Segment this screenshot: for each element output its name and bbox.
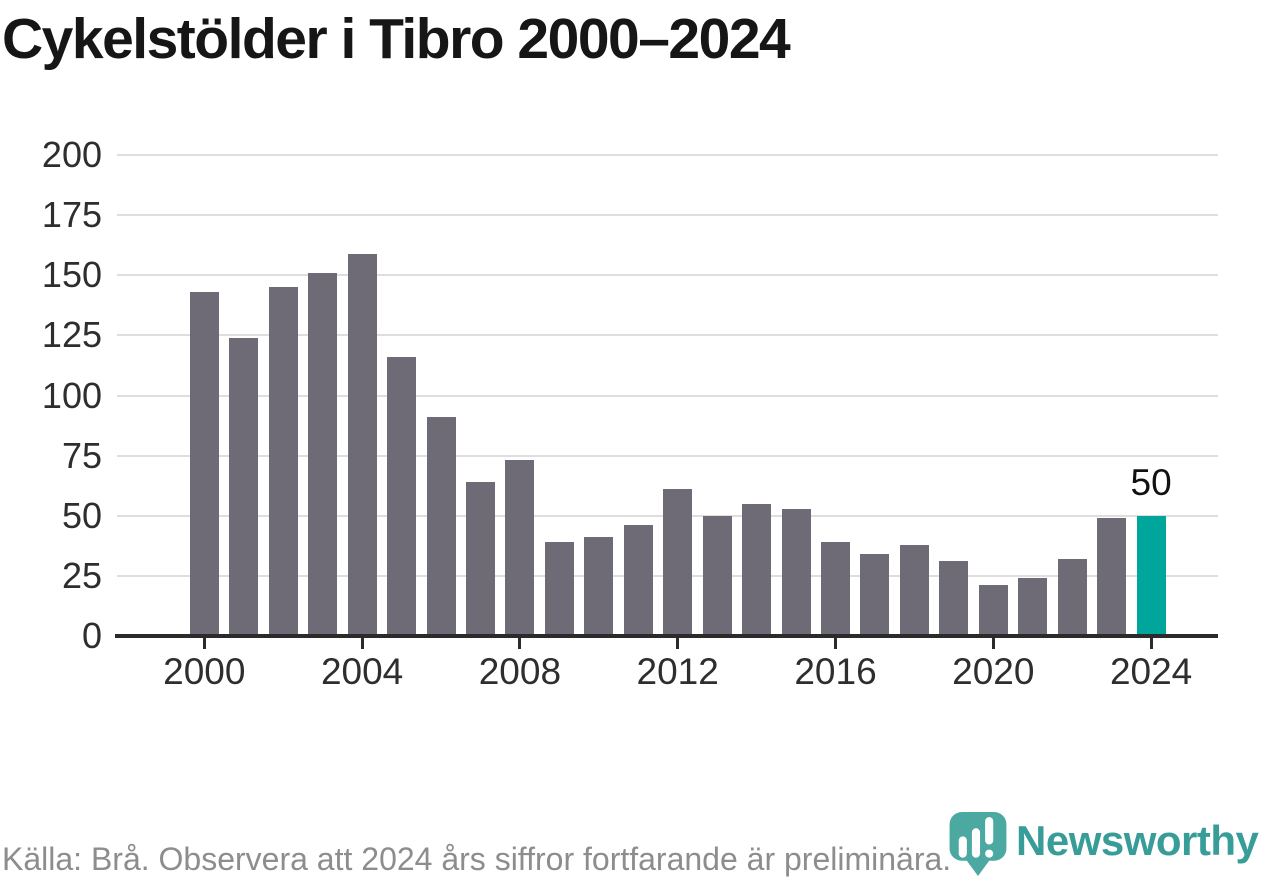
x-axis-tick (202, 638, 206, 649)
bar-2014 (742, 504, 772, 636)
bar-2006 (426, 417, 456, 636)
x-axis-tick (1149, 638, 1153, 649)
y-axis-tick-label: 200 (41, 134, 102, 175)
y-axis-tick-label: 50 (61, 494, 102, 536)
bar-2010 (584, 537, 614, 636)
bar-2015 (781, 509, 811, 636)
gridline-y100 (117, 394, 1218, 397)
bar-2022 (1057, 559, 1087, 636)
page-title: Cykelstölder i Tibro 2000–2024 (2, 7, 791, 71)
bar-2020 (978, 585, 1008, 636)
x-axis-tick (991, 638, 995, 649)
gridline-y175 (117, 214, 1218, 217)
bar-2005 (387, 357, 417, 636)
x-axis-tick-label: 2004 (320, 651, 404, 692)
newsworthy-logo: Newsworthy (946, 810, 1259, 879)
x-axis-tick-label: 2020 (952, 651, 1035, 692)
bar-2011 (623, 525, 653, 636)
bar-2017 (860, 554, 890, 636)
x-axis-line (115, 634, 1218, 638)
newsworthy-wordmark: Newsworthy (1016, 817, 1259, 864)
y-axis-tick-label: 25 (61, 554, 102, 596)
gridline-y150 (117, 274, 1218, 277)
bar-2018 (899, 545, 929, 636)
bar-2009 (544, 542, 574, 636)
bar-2002 (268, 287, 298, 636)
x-axis-tick (518, 638, 522, 649)
highlight-value-label: 50 (1130, 462, 1172, 503)
y-axis-tick-label: 125 (41, 314, 102, 356)
x-axis-tick-label: 2012 (636, 651, 719, 692)
gridline-y125 (117, 334, 1218, 337)
x-axis-tick (676, 638, 680, 649)
bar-2023 (1097, 518, 1127, 636)
x-axis-tick-label: 2024 (1109, 651, 1193, 692)
newsworthy-bubble-barchart-icon (949, 812, 1007, 876)
y-axis-tick-label: 150 (41, 254, 102, 296)
bar-2007 (465, 482, 495, 636)
x-axis-tick-label: 2016 (794, 651, 877, 692)
bar-highlight-2024 (1136, 516, 1166, 636)
y-axis-tick-label: 0 (81, 615, 102, 656)
bar-2012 (663, 489, 693, 636)
y-axis-tick-label: 175 (41, 194, 102, 236)
bar-2003 (308, 273, 338, 636)
bar-2021 (1018, 578, 1048, 636)
bar-2001 (229, 338, 259, 636)
y-axis-tick-label: 75 (61, 434, 102, 476)
bar-2016 (821, 542, 850, 636)
y-axis-tick-label: 100 (41, 374, 102, 416)
bar-2000 (189, 292, 219, 636)
gridline-y75 (117, 454, 1218, 457)
bar-2019 (939, 561, 969, 636)
source-note: Källa: Brå. Observera att 2024 års siffr… (2, 841, 952, 877)
bar-2013 (702, 516, 732, 636)
x-axis-tick (360, 638, 364, 649)
bar-2004 (347, 254, 377, 636)
x-axis-tick-label: 2000 (163, 651, 246, 692)
x-axis-tick (834, 638, 837, 649)
x-axis-tick-label: 2008 (478, 651, 562, 692)
bar-2008 (505, 460, 535, 636)
gridline-y200 (117, 154, 1218, 156)
